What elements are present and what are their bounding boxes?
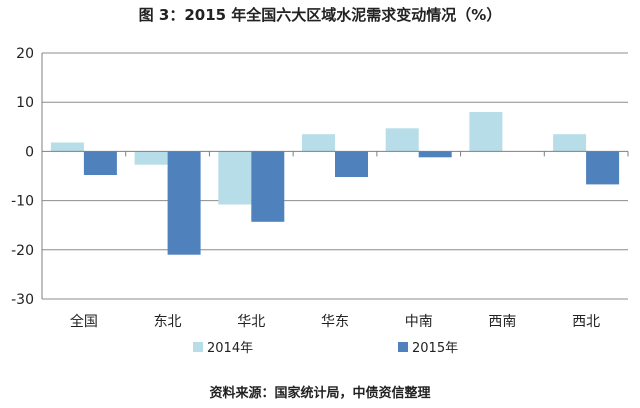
bar-1 — [218, 151, 252, 205]
y-tick-label: 10 — [16, 95, 34, 111]
bar-2 — [83, 151, 117, 175]
y-axis-ticks: 20 10 0 -10 -20 -30 — [11, 46, 34, 308]
bar-1 — [385, 128, 419, 152]
bar-2 — [586, 151, 620, 185]
bar-2 — [251, 151, 285, 222]
y-tick-label: 0 — [25, 144, 34, 160]
category-label: 全国 — [70, 313, 98, 330]
axes — [41, 53, 629, 299]
chart-title: 图 3：2015 年全国六大区域水泥需求变动情况（%） — [138, 6, 502, 24]
bars — [50, 112, 620, 255]
category-label: 西北 — [572, 314, 600, 330]
bar-1 — [50, 142, 84, 152]
category-label: 中南 — [405, 314, 433, 330]
bar-2 — [167, 151, 201, 255]
legend-label: 2015年 — [412, 341, 458, 356]
legend-label: 2014年 — [207, 341, 253, 356]
y-tick-label: -10 — [11, 194, 34, 210]
category-label: 华北 — [237, 314, 265, 330]
y-tick-label: 20 — [16, 46, 34, 62]
category-label: 华东 — [321, 314, 349, 330]
bar-1 — [134, 151, 168, 165]
bar-1 — [302, 134, 335, 152]
legend: 2014年 2015年 — [193, 341, 458, 356]
gridlines — [42, 52, 628, 300]
source-note: 资料来源：国家统计局，中债资信整理 — [209, 386, 431, 401]
bar-1 — [553, 134, 587, 152]
legend-swatch — [193, 342, 203, 352]
bar-2 — [418, 151, 452, 158]
bar-1 — [469, 112, 503, 152]
bar-2 — [335, 151, 368, 177]
y-tick-label: -20 — [11, 243, 34, 259]
category-label: 西南 — [488, 314, 516, 330]
y-tick-label: -30 — [11, 292, 34, 308]
category-label: 东北 — [154, 314, 182, 330]
category-labels: 全国 东北 华北 华东 中南 西南 西北 — [70, 313, 600, 330]
legend-swatch — [398, 342, 408, 352]
